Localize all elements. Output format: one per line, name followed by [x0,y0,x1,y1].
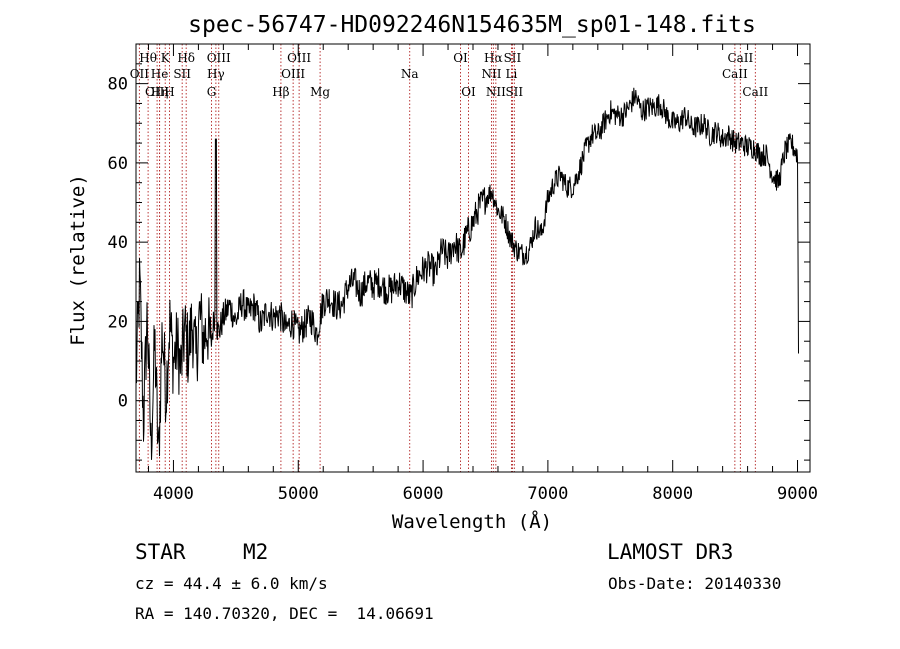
y-tick-label: 0 [118,392,128,412]
line-markers: Hθ OII OIII K He Hη SII H Hδ OIII Hγ G Hβ OIII OIII Mg N… [130,44,768,472]
line-marker-label: OIII [281,67,305,81]
line-marker-label: CaII [742,85,768,99]
survey-name: LAMOST DR3 [607,540,734,564]
line-marker-label: NII [486,85,506,99]
line-marker-label: OI [453,51,468,65]
line-marker-label: Hα [484,51,503,65]
y-tick-label: 20 [108,312,128,332]
line-marker-label: SII [505,85,523,99]
x-tick-label: 9000 [777,484,818,504]
line-marker-label: He [151,67,169,81]
line-marker-label: CaII [722,67,748,81]
line-marker-label: Na [401,67,419,81]
line-marker-label: Hδ [177,51,195,65]
x-tick-label: 4000 [153,484,194,504]
line-marker-label: NII [481,67,501,81]
axis-ticks: 4000 5000 6000 7000 8000 9000 0 20 40 60 80 [108,44,818,504]
ra-dec-coordinates: RA = 140.70320, DEC = 14.06691 [135,604,434,623]
x-tick-label: 6000 [403,484,444,504]
line-marker-label: K [161,51,171,65]
x-tick-label: 7000 [527,484,568,504]
line-marker-label: CaII [727,51,753,65]
line-marker-label: OIII [287,51,311,65]
x-axis-label: Wavelength (Å) [392,510,552,533]
chart-title: spec-56747-HD092246N154635M_sp01-148.fit… [188,12,756,38]
line-marker-label: OII [130,67,150,81]
line-marker-label: Mg [310,85,330,99]
object-subclass: M2 [243,540,269,564]
x-tick-label: 8000 [652,484,693,504]
y-tick-label: 80 [108,75,128,95]
y-tick-label: 40 [108,233,128,253]
redshift-cz: cz = 44.4 ± 6.0 km/s [135,574,328,593]
y-tick-label: 60 [108,154,128,174]
y-axis-label: Flux (relative) [67,174,89,346]
line-marker-label: Hη [151,85,169,99]
line-marker-label: G [207,85,217,99]
flux-series-line [135,87,799,460]
line-marker-label: SII [173,67,191,81]
observation-date: Obs-Date: 20140330 [608,574,782,593]
line-marker-label: SII [504,51,522,65]
line-marker-label: OIII [207,51,231,65]
line-marker-label: H [164,85,174,99]
line-marker-label: Hγ [207,67,225,81]
plot-frame [135,43,811,473]
object-class: STAR [135,540,186,564]
line-marker-label: Hθ [139,51,157,65]
line-marker-label: OI [461,85,476,99]
line-marker-label: Hβ [272,85,289,99]
x-tick-label: 5000 [278,484,319,504]
line-marker-label: Li [506,67,518,81]
line-marker-label: OIII [145,85,169,99]
